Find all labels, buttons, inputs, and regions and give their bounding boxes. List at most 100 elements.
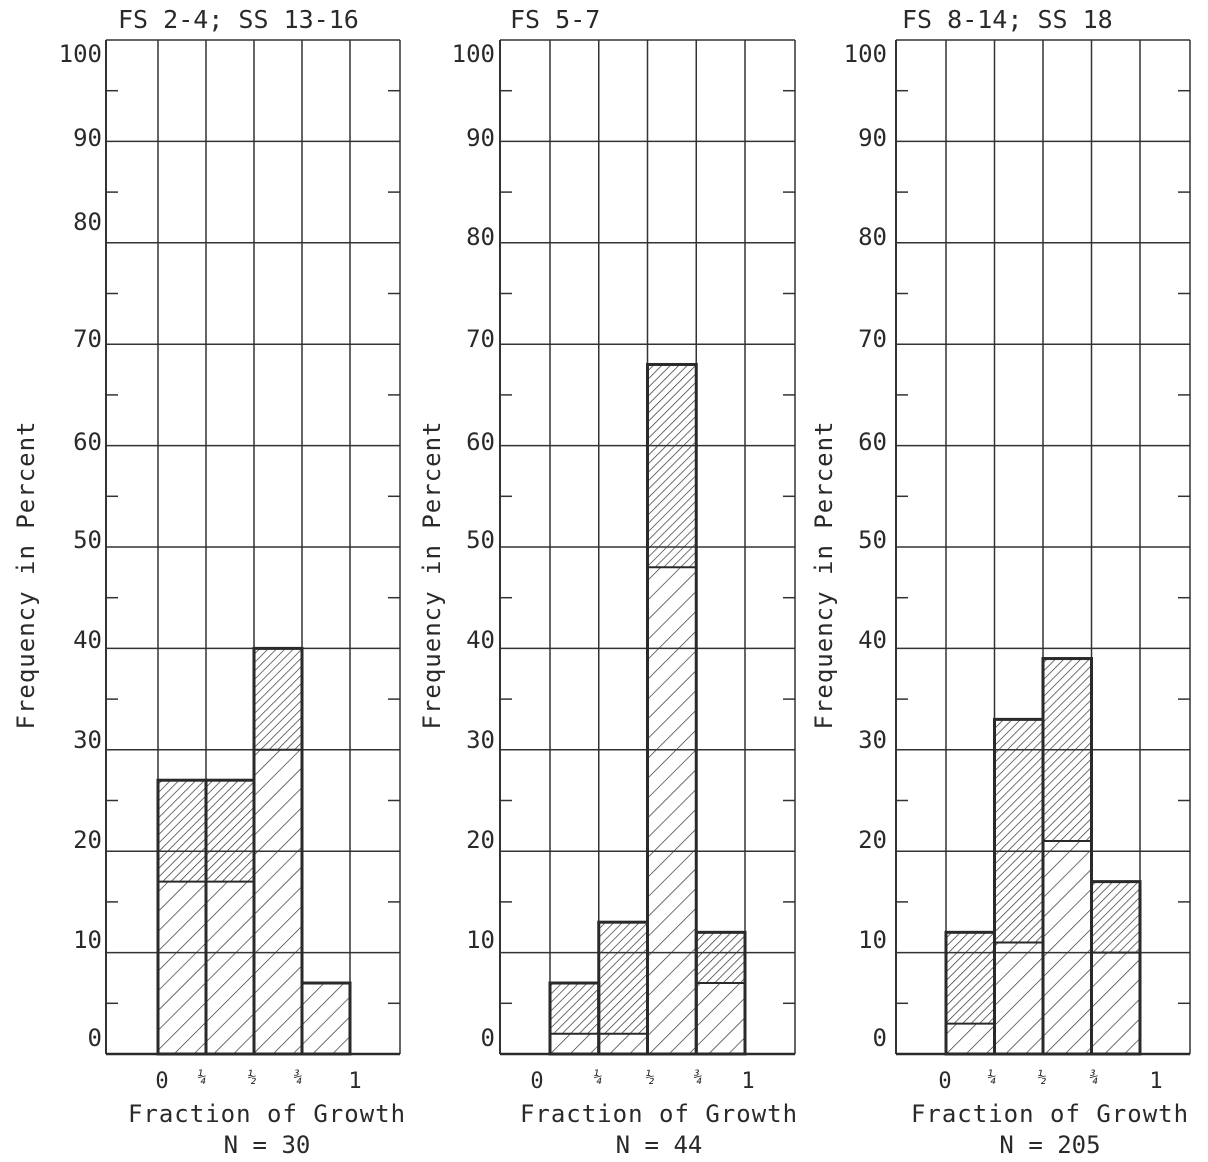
panel-1-ytick: 40 [73, 626, 102, 654]
panel-2-xticks: 0 ¼ ½ ¾ 1 [530, 1068, 754, 1094]
bar-outline [300, 981, 352, 1056]
panel-3-ylabel: Frequency in Percent [810, 421, 838, 730]
panel-1: FS 2-4; SS 13-16 Frequency in Percent 10… [12, 5, 406, 1159]
panel-1-ytick: 0 [88, 1024, 102, 1052]
panel-2-ytick: 40 [466, 626, 495, 654]
panel-3-ytick: 0 [873, 1024, 887, 1052]
panel-2-n-label: N = 44 [616, 1131, 703, 1159]
panel-1-xtick: 1 [348, 1069, 361, 1094]
panel-1-n-label: N = 30 [224, 1131, 311, 1159]
panel-2-ytick: 100 [452, 40, 495, 68]
panel-2-ytick: 20 [466, 826, 495, 854]
bar-upper-segment [647, 364, 697, 568]
panel-2-ytick: 30 [466, 726, 495, 754]
panel-3-xlabel: Fraction of Growth [911, 1100, 1189, 1128]
bar-lower-segment [696, 983, 745, 1054]
panel-3-xtick: ½ [1037, 1068, 1046, 1086]
bar-upper-segment [550, 983, 599, 1034]
panel-3-ytick: 60 [858, 428, 887, 456]
bar-outline [646, 362, 698, 1056]
panel-1-ylabel: Frequency in Percent [12, 421, 40, 730]
bar-lower-segment [158, 881, 206, 1054]
panel-1-bars [156, 646, 352, 1056]
bar-lower-segment [946, 1023, 995, 1054]
bar-upper-segment [1043, 658, 1092, 842]
panel-1-ytick: 30 [73, 726, 102, 754]
panel-3-xtick: 1 [1149, 1069, 1162, 1094]
panel-2-xtick: 1 [741, 1069, 754, 1094]
panel-1-xtick: 0 [155, 1069, 168, 1094]
bar-outline [694, 930, 747, 1056]
panel-2-ytick: 80 [466, 223, 495, 251]
panel-3-ytick: 70 [858, 325, 887, 353]
panel-1-ytick: 10 [73, 926, 102, 954]
bar-lower-segment [302, 983, 350, 1054]
panel-2-xtick: 0 [530, 1069, 543, 1094]
panel-2-bars [548, 362, 747, 1056]
panel-3-ytick: 20 [858, 826, 887, 854]
panel-2-xtick: ¾ [693, 1068, 702, 1086]
panel-2-xlabel: Fraction of Growth [520, 1100, 798, 1128]
panel-1-ytick: 60 [73, 428, 102, 456]
bar-outline [1041, 657, 1093, 1056]
panel-3: FS 8-14; SS 18 Frequency in Percent 100 … [810, 5, 1191, 1159]
bar-lower-segment [254, 749, 302, 1054]
panel-1-ytick: 90 [73, 124, 102, 152]
bar-upper-segment [994, 719, 1043, 943]
bar-lower-segment [598, 1033, 648, 1054]
bar-upper-segment [598, 922, 648, 1034]
bar-lower-segment [1091, 952, 1140, 1054]
panel-1-ytick: 70 [73, 325, 102, 353]
bar-upper-segment [158, 780, 206, 882]
bar-lower-segment [1043, 841, 1092, 1054]
bar-lower-segment [206, 881, 254, 1054]
panel-3-n-label: N = 205 [999, 1131, 1100, 1159]
panel-1-ytick: 80 [73, 208, 102, 236]
panel-2-ytick: 90 [466, 124, 495, 152]
bar-outline [252, 646, 304, 1056]
panel-3-xtick: 0 [938, 1069, 951, 1094]
bar-lower-segment [550, 1033, 599, 1054]
bar-upper-segment [254, 648, 302, 750]
panel-2-ytick: 60 [466, 428, 495, 456]
panel-2-ytick: 10 [466, 926, 495, 954]
panel-3-xtick: ¾ [1089, 1068, 1098, 1086]
panel-1-ytick: 100 [59, 40, 102, 68]
panel-2-title: FS 5-7 [510, 5, 600, 34]
bar-upper-segment [206, 780, 254, 882]
panel-2-ylabel: Frequency in Percent [418, 421, 446, 730]
panel-1-xlabel: Fraction of Growth [128, 1100, 406, 1128]
panel-2-yticks: 100 90 80 70 60 50 40 30 20 10 0 [452, 40, 495, 1052]
bar-lower-segment [647, 567, 697, 1054]
bar-upper-segment [1091, 881, 1140, 953]
bar-lower-segment [994, 942, 1043, 1054]
panel-1-ytick: 20 [73, 826, 102, 854]
panel-2-ytick: 70 [466, 325, 495, 353]
panel-3-ytick: 30 [858, 726, 887, 754]
panel-1-xtick: ½ [247, 1068, 256, 1086]
bar-upper-segment [696, 932, 745, 984]
panel-3-ytick: 10 [858, 926, 887, 954]
panel-1-yticks: 100 90 80 70 60 50 40 30 20 10 0 [59, 40, 102, 1052]
panel-1-xtick: ¼ [197, 1068, 206, 1086]
panel-3-xticks: 0 ¼ ½ ¾ 1 [938, 1068, 1162, 1094]
panel-3-ytick: 50 [858, 526, 887, 554]
panel-1-xtick: ¾ [293, 1068, 302, 1086]
panel-2-xtick: ½ [645, 1068, 654, 1086]
panel-2-ytick: 0 [481, 1024, 495, 1052]
bar-outline [1090, 880, 1142, 1056]
panel-3-ytick: 40 [858, 626, 887, 654]
panel-3-ytick: 90 [858, 124, 887, 152]
panel-3-xtick: ¼ [987, 1068, 996, 1086]
panel-1-xticks: 0 ¼ ½ ¾ 1 [155, 1068, 361, 1094]
panel-2-ytick: 50 [466, 526, 495, 554]
panel-3-ytick: 100 [844, 40, 887, 68]
panel-2-xtick: ¼ [593, 1068, 602, 1086]
panel-1-ytick: 50 [73, 526, 102, 554]
panel-1-title: FS 2-4; SS 13-16 [118, 5, 359, 34]
panel-3-yticks: 100 90 80 70 60 50 40 30 20 10 0 [844, 40, 887, 1052]
bar-upper-segment [946, 932, 995, 1024]
panel-3-title: FS 8-14; SS 18 [902, 5, 1113, 34]
panel-3-bars [944, 657, 1142, 1056]
